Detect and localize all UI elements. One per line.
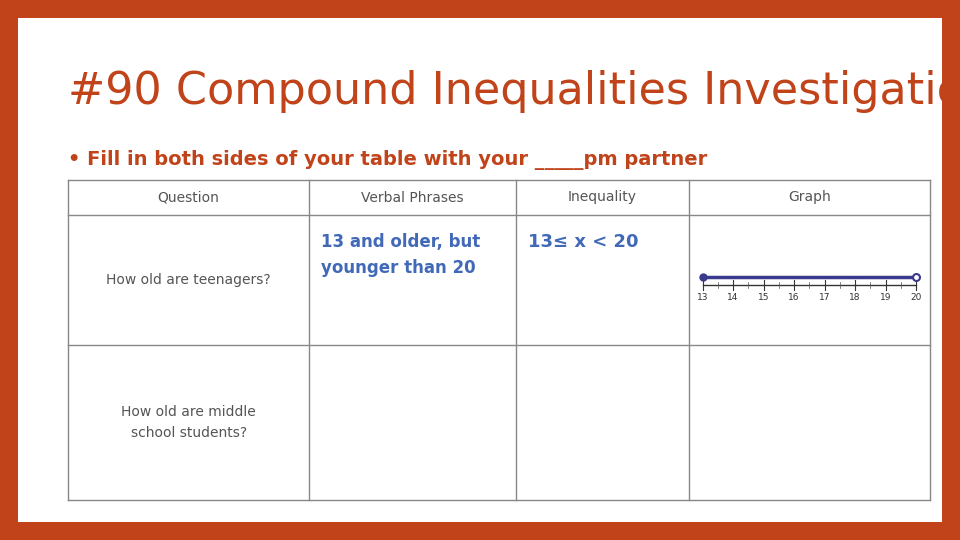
Text: 13 and older, but
younger than 20: 13 and older, but younger than 20 <box>322 233 481 278</box>
Text: 19: 19 <box>879 293 891 302</box>
Text: 13≤ x < 20: 13≤ x < 20 <box>528 233 638 251</box>
Text: 16: 16 <box>788 293 800 302</box>
Text: 17: 17 <box>819 293 830 302</box>
Text: How old are teenagers?: How old are teenagers? <box>107 273 271 287</box>
Text: 20: 20 <box>910 293 922 302</box>
Text: #90 Compound Inequalities Investigation: #90 Compound Inequalities Investigation <box>68 70 960 113</box>
Text: Verbal Phrases: Verbal Phrases <box>362 191 464 205</box>
Text: • Fill in both sides of your table with your _____pm partner: • Fill in both sides of your table with … <box>68 150 708 170</box>
Text: Inequality: Inequality <box>568 191 636 205</box>
Text: 18: 18 <box>850 293 861 302</box>
Text: 13: 13 <box>697 293 708 302</box>
Text: 14: 14 <box>728 293 739 302</box>
Text: How old are middle
school students?: How old are middle school students? <box>121 405 256 440</box>
Text: Graph: Graph <box>788 191 830 205</box>
Text: Question: Question <box>157 191 220 205</box>
Text: 15: 15 <box>757 293 769 302</box>
